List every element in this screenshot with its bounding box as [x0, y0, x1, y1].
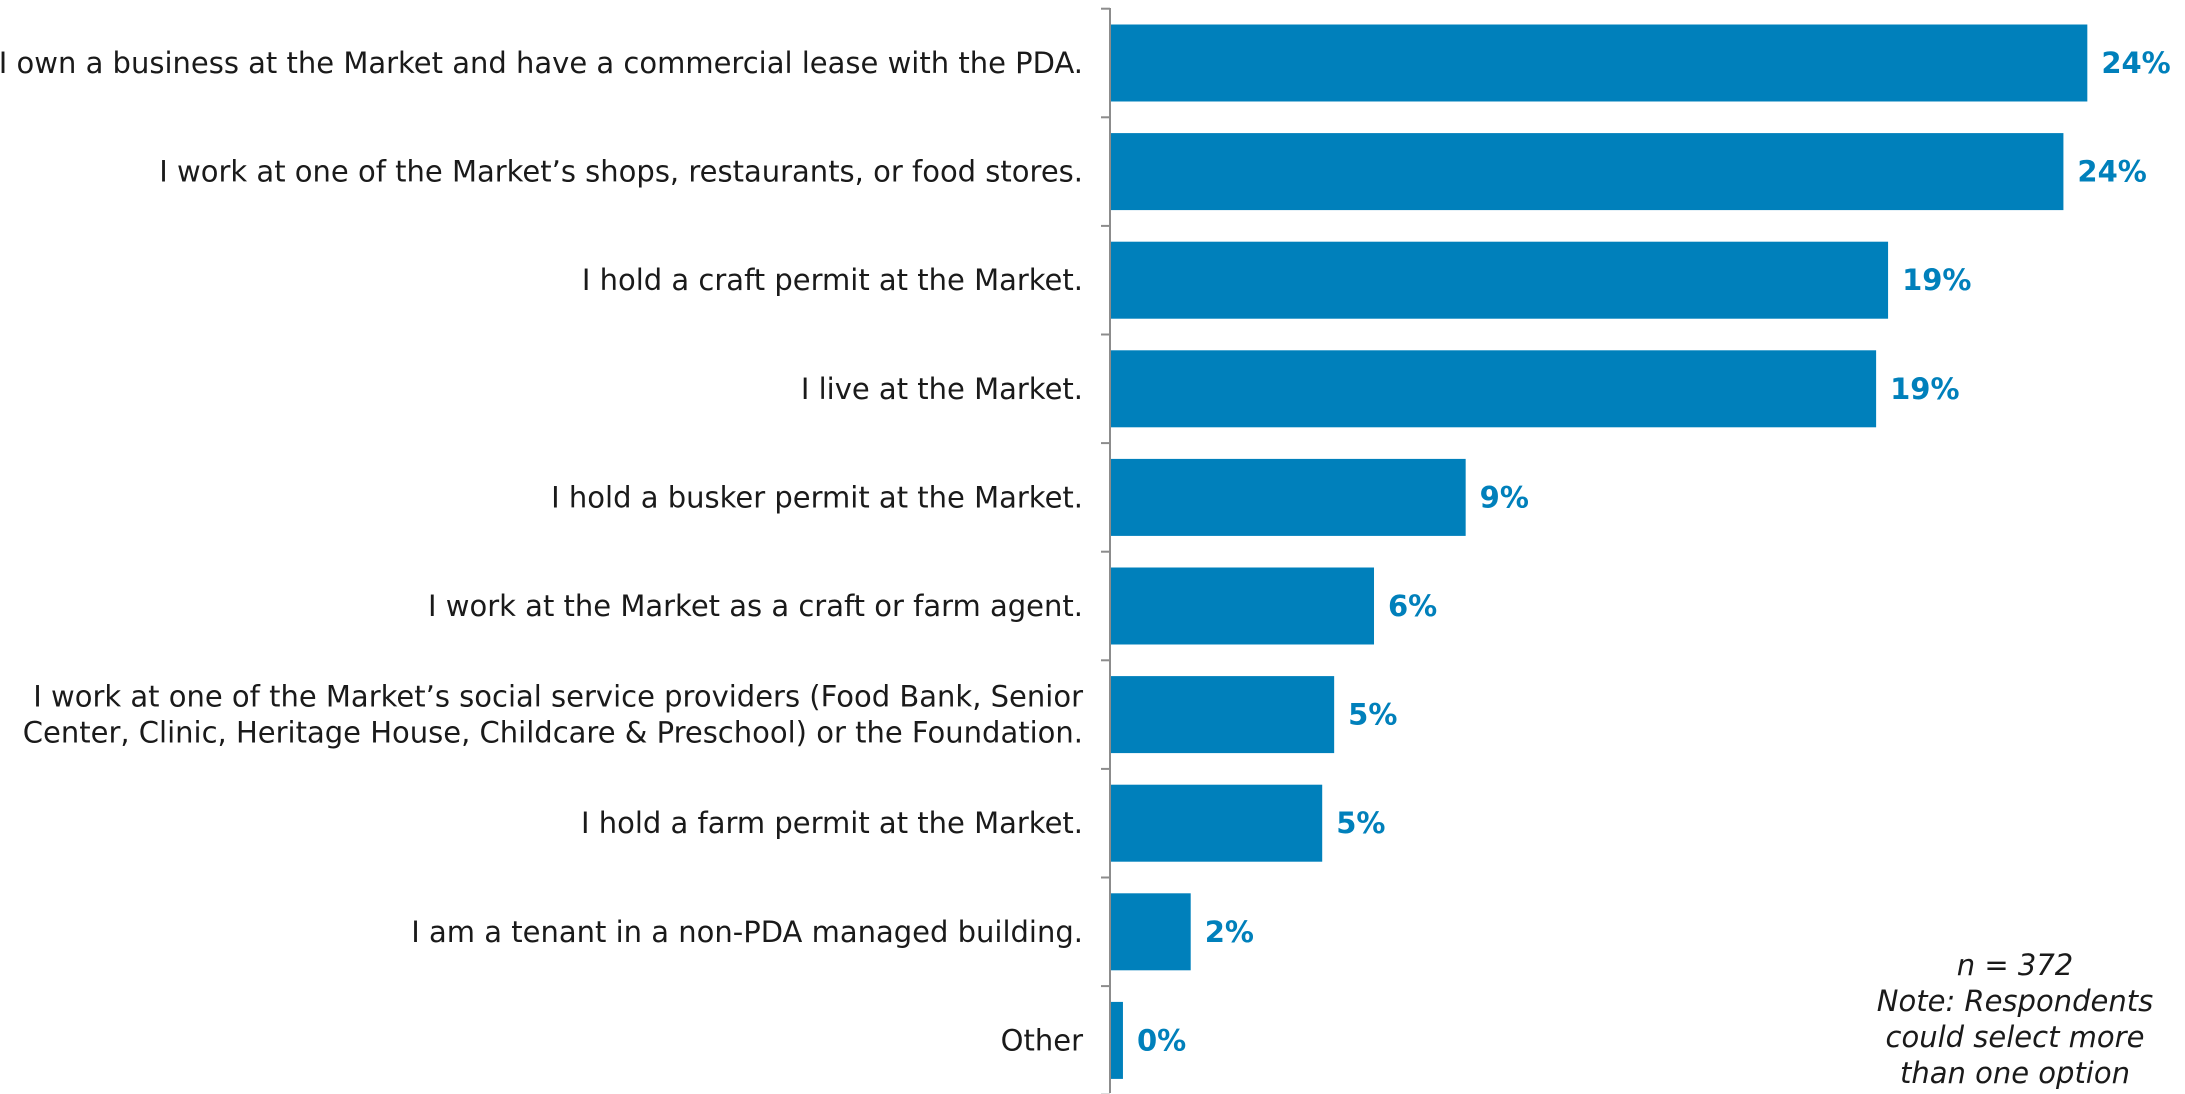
category-label-line: I work at the Market as a craft or farm …	[428, 589, 1083, 623]
bar	[1111, 893, 1191, 971]
category-label-line: I hold a farm permit at the Market.	[581, 806, 1083, 840]
bar	[1111, 784, 1323, 862]
data-label: 19%	[1902, 263, 1971, 297]
data-label: 5%	[1348, 698, 1397, 732]
category-label: I work at the Market as a craft or farm …	[428, 589, 1083, 623]
data-label: 9%	[1480, 480, 1529, 514]
data-label: 5%	[1336, 806, 1385, 840]
data-label: 19%	[1890, 372, 1959, 406]
category-label-line: Center, Clinic, Heritage House, Childcar…	[23, 716, 1083, 750]
category-label-line: I own a business at the Market and have …	[0, 46, 1083, 80]
category-label: I hold a busker permit at the Market.	[551, 480, 1083, 514]
category-label: I hold a farm permit at the Market.	[581, 806, 1083, 840]
category-label-line: I work at one of the Market’s social ser…	[33, 680, 1083, 714]
data-label: 24%	[2101, 46, 2170, 80]
category-label: I work at one of the Market’s shops, res…	[159, 155, 1083, 189]
category-label-line: I live at the Market.	[801, 372, 1083, 406]
data-label: 2%	[1205, 915, 1254, 949]
bar	[1111, 241, 1889, 319]
bar	[1111, 676, 1335, 754]
sample-size-note: n = 372 Note: Respondents could select mor…	[1845, 947, 2185, 1091]
bar	[1111, 24, 2088, 102]
category-label-line: Other	[1001, 1023, 1083, 1057]
bar	[1111, 1001, 1123, 1079]
note-line: n = 372	[1956, 948, 2074, 982]
bar	[1111, 567, 1375, 645]
category-label: I live at the Market.	[801, 372, 1083, 406]
category-label: I hold a craft permit at the Market.	[582, 263, 1083, 297]
data-label: 6%	[1388, 589, 1437, 623]
category-label-line: I hold a craft permit at the Market.	[582, 263, 1083, 297]
note-line: Note: Respondents	[1876, 984, 2154, 1018]
bar	[1111, 458, 1466, 536]
bar	[1111, 350, 1877, 428]
category-label: I work at one of the Market’s social ser…	[23, 680, 1083, 750]
category-label: I own a business at the Market and have …	[0, 46, 1083, 80]
note-line: could select more	[1885, 1020, 2145, 1054]
category-label-line: I hold a busker permit at the Market.	[551, 480, 1083, 514]
category-label-line: I am a tenant in a non-PDA managed build…	[411, 915, 1083, 949]
note-line: than one option	[1899, 1056, 2130, 1090]
data-label: 24%	[2077, 155, 2146, 189]
bar	[1111, 133, 2064, 211]
category-label: Other	[1001, 1023, 1083, 1057]
category-label: I am a tenant in a non-PDA managed build…	[411, 915, 1083, 949]
category-label-line: I work at one of the Market’s shops, res…	[159, 155, 1083, 189]
data-label: 0%	[1137, 1023, 1186, 1057]
